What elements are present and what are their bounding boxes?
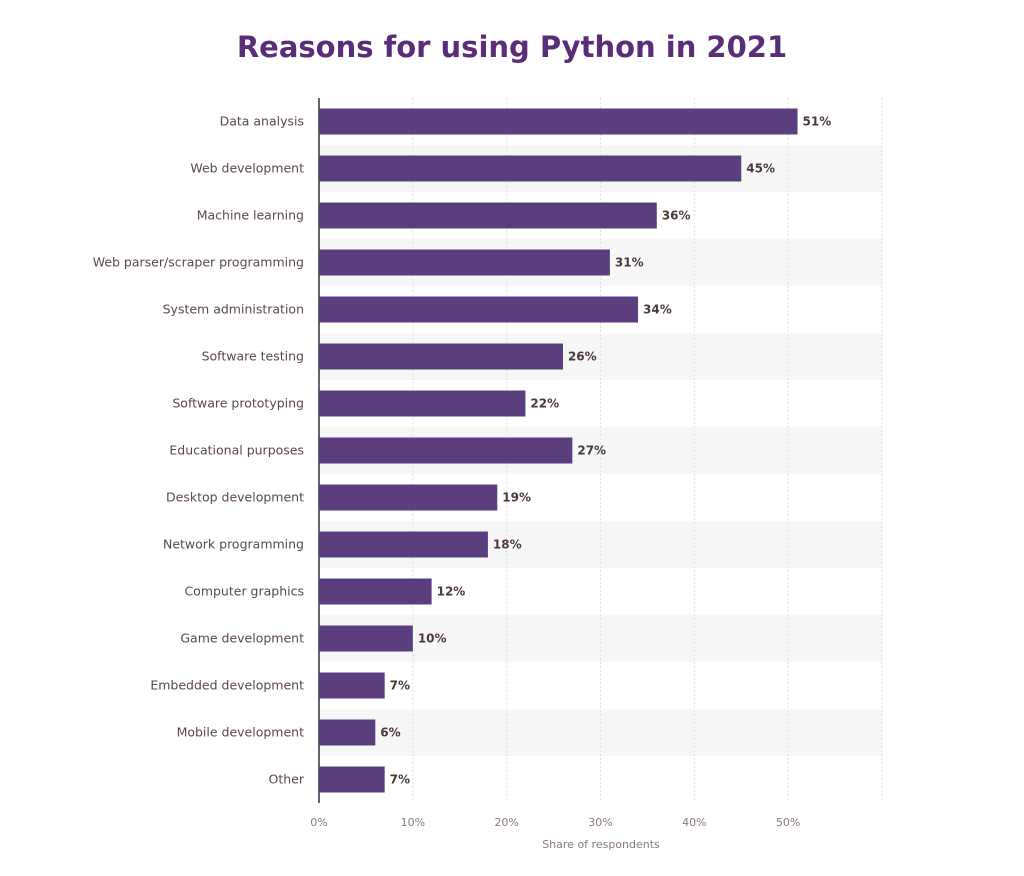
category-label: Data analysis bbox=[220, 114, 304, 129]
x-tick-label: 30% bbox=[588, 816, 612, 829]
data-label: 34% bbox=[643, 303, 672, 317]
data-label: 19% bbox=[502, 491, 531, 505]
data-label: 6% bbox=[380, 726, 400, 740]
data-label: 31% bbox=[615, 256, 644, 270]
data-label: 10% bbox=[418, 632, 447, 646]
bar bbox=[319, 672, 385, 699]
bar bbox=[319, 531, 488, 558]
x-axis-label: Share of respondents bbox=[542, 838, 660, 851]
category-label: Web parser/scraper programming bbox=[93, 255, 304, 270]
category-label: Game development bbox=[180, 631, 304, 646]
x-tick-label: 10% bbox=[401, 816, 425, 829]
category-label: Machine learning bbox=[197, 208, 304, 223]
category-label: Desktop development bbox=[166, 490, 304, 505]
data-label: 7% bbox=[390, 773, 410, 787]
data-label: 51% bbox=[803, 115, 832, 129]
data-label: 12% bbox=[437, 585, 466, 599]
data-label: 36% bbox=[662, 209, 691, 223]
category-label: Software prototyping bbox=[172, 396, 304, 411]
data-label: 22% bbox=[530, 397, 559, 411]
x-tick-label: 0% bbox=[310, 816, 327, 829]
category-label: Embedded development bbox=[150, 678, 304, 693]
row-band bbox=[319, 709, 882, 756]
category-label: Other bbox=[269, 772, 305, 787]
bar bbox=[319, 108, 798, 135]
bar bbox=[319, 766, 385, 793]
category-label: Web development bbox=[190, 161, 304, 176]
data-label: 7% bbox=[390, 679, 410, 693]
data-label: 18% bbox=[493, 538, 522, 552]
bar bbox=[319, 390, 526, 417]
data-label: 27% bbox=[577, 444, 606, 458]
data-label: 45% bbox=[746, 162, 775, 176]
x-tick-label: 40% bbox=[682, 816, 706, 829]
bar bbox=[319, 484, 498, 511]
category-label: System administration bbox=[163, 302, 304, 317]
category-label: Educational purposes bbox=[169, 443, 304, 458]
bar bbox=[319, 719, 376, 746]
bar bbox=[319, 155, 742, 182]
chart-title: Reasons for using Python in 2021 bbox=[236, 30, 788, 64]
category-label: Software testing bbox=[202, 349, 304, 364]
category-label: Mobile development bbox=[177, 725, 305, 740]
bar bbox=[319, 625, 413, 652]
category-label: Computer graphics bbox=[184, 584, 304, 599]
category-label: Network programming bbox=[163, 537, 304, 552]
bar bbox=[319, 437, 573, 464]
bar bbox=[319, 249, 610, 276]
x-tick-label: 50% bbox=[776, 816, 800, 829]
bar bbox=[319, 343, 563, 370]
x-tick-label: 20% bbox=[494, 816, 518, 829]
bar bbox=[319, 578, 432, 605]
data-label: 26% bbox=[568, 350, 597, 364]
bar bbox=[319, 202, 657, 229]
bar bbox=[319, 296, 639, 323]
